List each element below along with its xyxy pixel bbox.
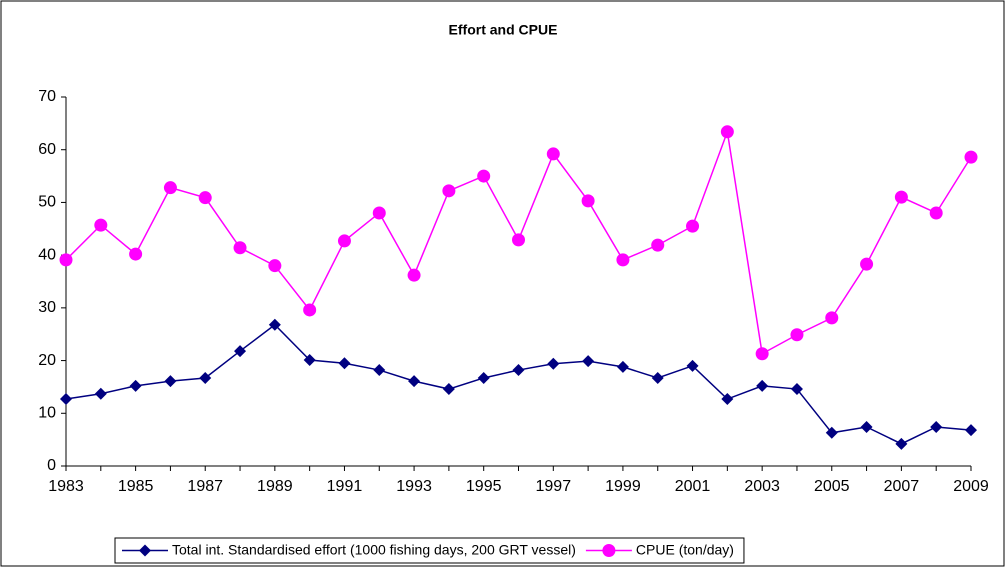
marker: [199, 371, 212, 384]
marker: [442, 184, 456, 198]
marker: [512, 364, 525, 377]
marker: [651, 371, 664, 384]
x-tick-label: 1995: [466, 478, 502, 495]
marker: [651, 238, 665, 252]
marker: [129, 247, 143, 261]
marker: [616, 360, 629, 373]
legend-marker: [139, 544, 151, 557]
y-tick-label: 0: [47, 457, 56, 474]
marker: [234, 345, 247, 358]
marker: [407, 268, 421, 282]
x-tick-label: 2001: [675, 478, 711, 495]
marker: [338, 357, 351, 370]
chart-title: Effort and CPUE: [449, 22, 558, 38]
legend-label: Total int. Standardised effort (1000 fis…: [172, 542, 576, 558]
marker: [408, 375, 421, 388]
marker: [268, 259, 282, 273]
marker: [59, 253, 73, 267]
y-tick-label: 40: [38, 246, 56, 263]
marker: [686, 219, 700, 233]
legend-label: CPUE (ton/day): [636, 542, 734, 558]
marker: [164, 375, 177, 388]
x-tick-label: 2003: [744, 478, 780, 495]
x-tick-label: 1991: [327, 478, 363, 495]
x-tick-label: 1985: [118, 478, 154, 495]
y-tick-label: 30: [38, 299, 56, 316]
marker: [512, 233, 525, 247]
marker: [930, 420, 943, 433]
marker: [894, 190, 908, 204]
marker: [547, 357, 560, 370]
marker: [372, 206, 386, 220]
marker: [721, 393, 734, 406]
y-tick-label: 70: [38, 88, 56, 105]
marker: [477, 371, 490, 384]
marker: [60, 393, 72, 406]
marker: [581, 194, 595, 208]
x-tick-label: 2009: [953, 478, 989, 495]
x-tick-label: 1989: [257, 478, 293, 495]
x-tick-label: 2005: [814, 478, 850, 495]
marker: [268, 318, 281, 331]
marker: [373, 364, 386, 377]
marker: [720, 125, 734, 139]
y-tick-label: 10: [38, 405, 56, 422]
y-tick-label: 50: [38, 194, 56, 211]
marker: [163, 181, 177, 195]
y-tick-label: 60: [38, 141, 56, 158]
marker: [686, 359, 699, 372]
legend-box: [114, 537, 745, 564]
legend-marker: [602, 544, 616, 557]
marker: [303, 354, 316, 367]
legend: Total int. Standardised effort (1000 fis…: [114, 537, 745, 564]
marker: [860, 257, 874, 271]
marker: [546, 147, 560, 161]
x-tick-label: 1999: [605, 478, 641, 495]
marker: [337, 234, 351, 248]
marker: [94, 387, 107, 400]
x-tick-label: 1993: [396, 478, 432, 495]
x-tick-label: 2007: [884, 478, 920, 495]
x-tick-label: 1997: [536, 478, 572, 495]
marker: [825, 426, 838, 439]
marker: [790, 383, 803, 396]
marker: [790, 328, 804, 342]
marker: [755, 347, 769, 361]
x-tick-label: 1987: [187, 478, 223, 495]
marker: [860, 420, 873, 433]
marker: [442, 383, 455, 396]
marker: [895, 437, 908, 450]
marker: [964, 150, 978, 164]
marker: [303, 303, 317, 317]
marker: [233, 241, 247, 255]
marker: [129, 379, 142, 392]
marker: [616, 253, 630, 267]
marker: [756, 379, 769, 392]
x-tick-label: 1983: [48, 478, 84, 495]
marker: [477, 169, 491, 183]
marker: [825, 311, 839, 325]
marker: [582, 355, 595, 368]
y-tick-label: 20: [38, 352, 56, 369]
marker: [965, 424, 977, 437]
marker: [198, 191, 212, 205]
marker: [929, 206, 943, 220]
marker: [94, 218, 108, 232]
